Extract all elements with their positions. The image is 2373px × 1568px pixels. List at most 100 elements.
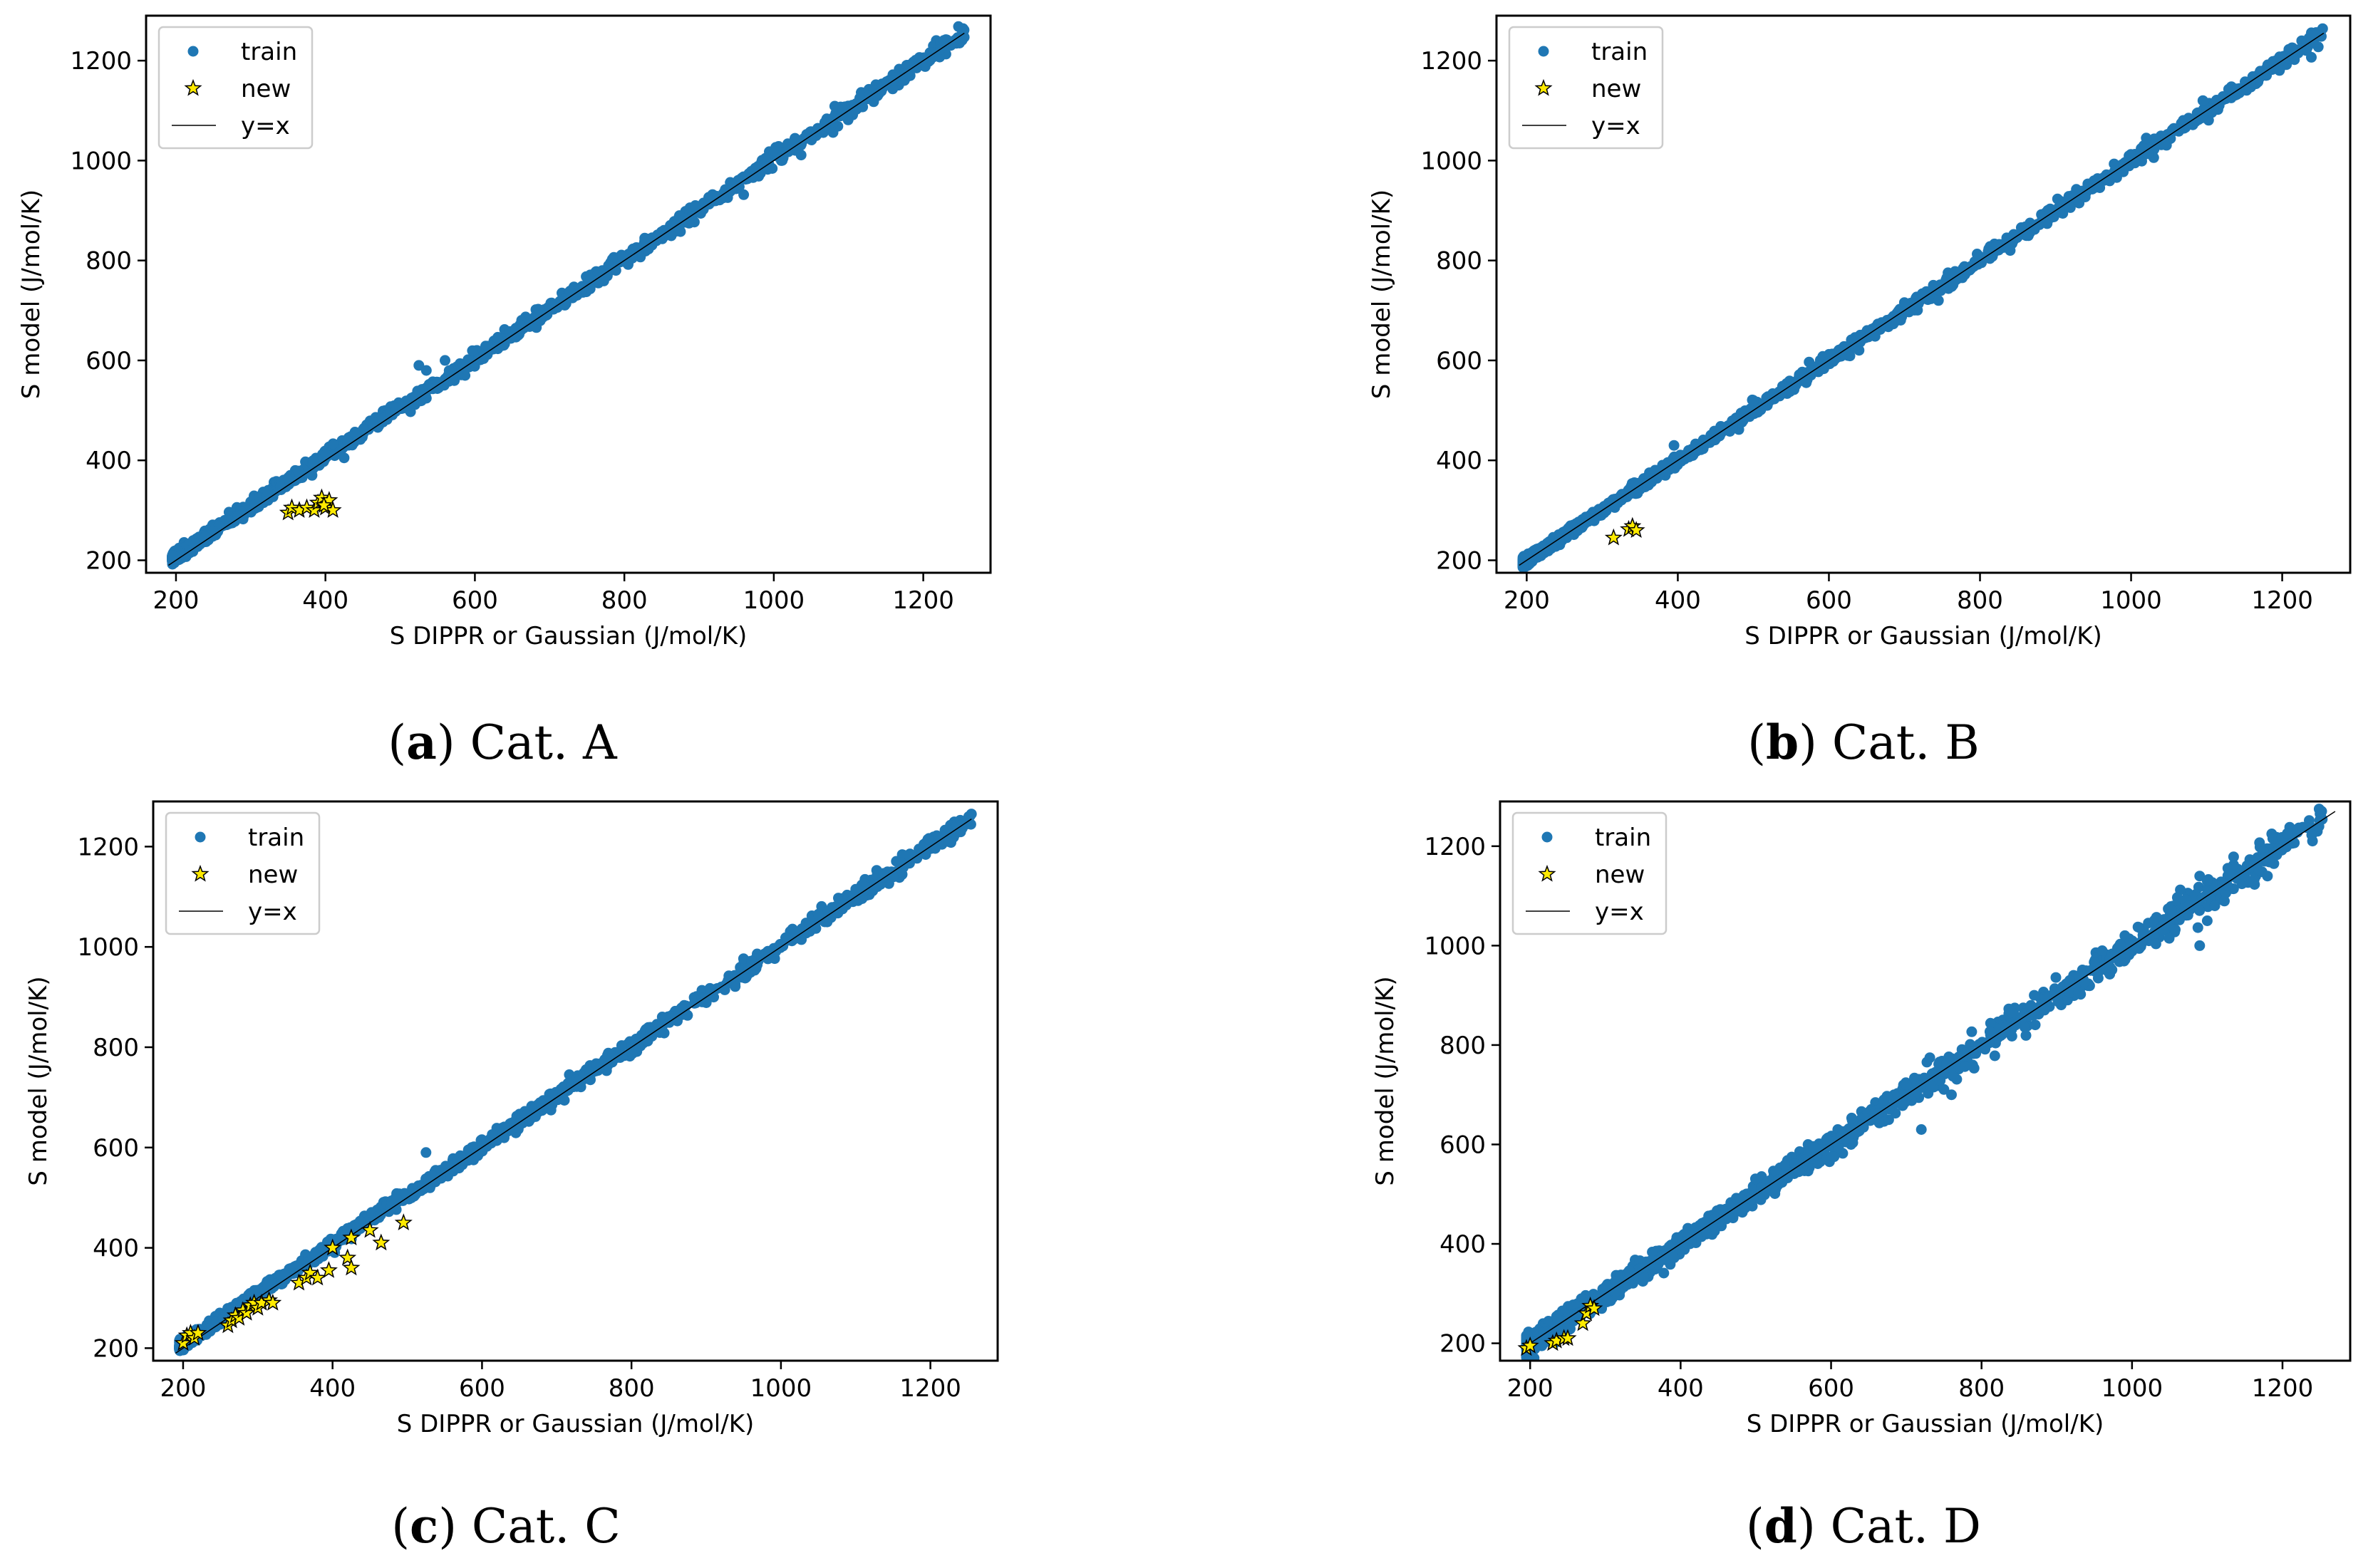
train-point — [2064, 202, 2076, 213]
train-point — [922, 834, 934, 845]
train-point — [2082, 182, 2093, 194]
train-point — [718, 192, 729, 204]
x-axis: 200 400 600 800 1000 1200 — [1504, 573, 2313, 615]
legend-new-marker — [1534, 78, 1553, 96]
train-point — [740, 967, 751, 979]
caption-letter: b — [1766, 715, 1799, 770]
x-tick-label: 800 — [609, 1374, 655, 1403]
train-point — [1829, 353, 1841, 365]
x-axis-label: S DIPPR or Gaussian (J/mol/K) — [397, 1410, 755, 1438]
train-point — [2015, 222, 2027, 233]
train-point — [275, 481, 286, 492]
train-point — [1725, 426, 1735, 437]
caption-paren-close: ) — [437, 715, 455, 770]
x-axis: 200 400 600 800 1000 1200 — [160, 1361, 961, 1403]
new-point — [319, 1261, 338, 1278]
x-tick-label: 200 — [160, 1374, 206, 1403]
x-tick-label: 1000 — [750, 1374, 812, 1403]
train-point — [325, 1233, 336, 1245]
train-point — [1933, 295, 1944, 306]
train-point — [2143, 148, 2154, 160]
y-tick-label: 400 — [1436, 447, 1482, 475]
train-point — [1784, 386, 1796, 398]
train-point — [413, 360, 425, 371]
y-axis-label: S model (J/mol/K) — [1368, 189, 1396, 399]
train-point — [487, 1129, 498, 1141]
y-tick-label: 200 — [93, 1334, 139, 1363]
caption-paren-open: ( — [388, 715, 406, 770]
scatter-plot-b: 200 400 600 800 1000 120020040060080010001200… — [1368, 14, 2352, 650]
train-point — [926, 47, 937, 58]
train-point — [440, 355, 450, 366]
train-point — [939, 35, 949, 46]
train-point — [2028, 222, 2039, 233]
train-point — [704, 982, 715, 994]
legend-box — [157, 26, 314, 150]
train-point — [1891, 315, 1903, 326]
legend-box — [165, 811, 321, 935]
y-tick-label: 600 — [93, 1134, 139, 1163]
axes-frame — [145, 14, 992, 574]
train-point — [585, 1074, 596, 1086]
train-point — [752, 162, 762, 174]
train-point — [407, 1183, 418, 1194]
train-point — [2194, 113, 2206, 124]
new-point — [264, 1293, 282, 1311]
legend-line-label: y=x — [1591, 112, 1640, 140]
train-point — [391, 1194, 403, 1205]
train-point — [675, 226, 686, 237]
train-point — [338, 452, 350, 464]
train-point — [642, 1036, 653, 1047]
caption-a: (a) Cat. A — [388, 715, 618, 770]
train-series — [167, 21, 970, 570]
train-point — [943, 836, 954, 847]
train-point — [2111, 168, 2122, 180]
train-point — [204, 1323, 215, 1334]
new-point — [282, 498, 301, 516]
legend-new-label: new — [1591, 75, 1641, 103]
train-point — [1950, 266, 1960, 277]
train-point — [1517, 560, 1529, 571]
data-layer — [1517, 23, 2328, 573]
new-series — [279, 488, 342, 521]
train-point — [665, 1013, 676, 1024]
y-tick-label: 1000 — [70, 147, 132, 175]
train-point — [559, 1095, 570, 1106]
new-point — [342, 1228, 361, 1246]
train-point — [812, 123, 824, 134]
train-point — [616, 251, 628, 263]
new-point — [394, 1213, 413, 1231]
train-point — [410, 391, 422, 403]
train-point — [167, 550, 178, 561]
x-tick-label: 1200 — [892, 586, 954, 615]
train-point — [1804, 356, 1815, 368]
train-point — [2254, 72, 2265, 83]
train-point — [482, 341, 493, 352]
train-point — [468, 1154, 479, 1165]
x-tick-label: 600 — [459, 1374, 505, 1403]
train-point — [1898, 297, 1910, 308]
legend-new-marker — [191, 864, 210, 882]
new-point — [309, 1268, 327, 1286]
caption-paren-open: ( — [1747, 715, 1766, 770]
train-point — [1732, 414, 1743, 425]
train-point — [496, 340, 507, 351]
train-point — [1822, 358, 1833, 370]
train-point — [497, 1131, 509, 1142]
x-tick-label: 200 — [152, 586, 199, 615]
train-point — [320, 449, 331, 460]
train-point — [262, 486, 273, 497]
train-point — [2268, 56, 2278, 67]
train-point — [2037, 211, 2049, 222]
train-point — [635, 251, 646, 263]
legend-box — [1508, 26, 1664, 150]
yx-line — [175, 819, 972, 1354]
train-point — [929, 843, 941, 854]
train-point — [294, 1259, 305, 1270]
train-point — [499, 1121, 510, 1133]
new-series — [1604, 516, 1645, 546]
train-point — [521, 1109, 532, 1121]
train-point — [789, 134, 800, 145]
panel-d: 200 400 600 800 1000 120020040060080010001200… — [1371, 800, 2352, 1554]
